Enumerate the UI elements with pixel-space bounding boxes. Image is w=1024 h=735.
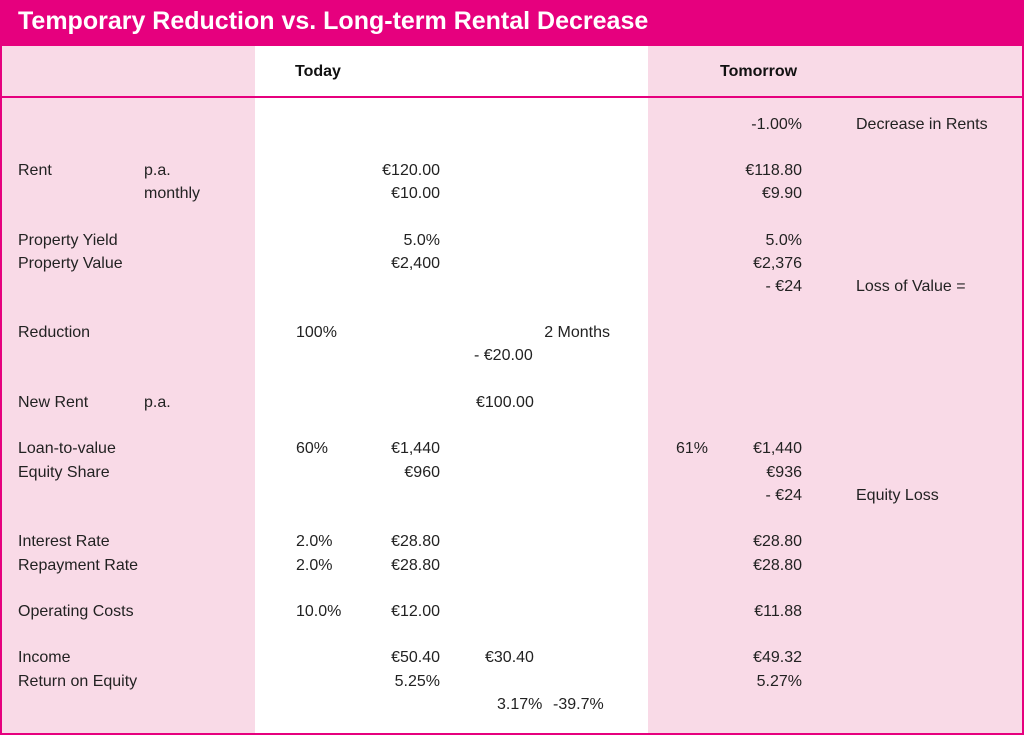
today-opcost-value: €12.00 — [391, 603, 440, 620]
tomorrow-rent-monthly: €9.90 — [761, 185, 802, 202]
rent-monthly-label: monthly — [144, 185, 201, 202]
scenario-roe-change: -39.7% — [553, 696, 604, 713]
scenario-months: 2 Months — [544, 324, 610, 341]
scenario-roe: 3.17% — [497, 696, 543, 713]
property-yield-label: Property Yield — [18, 232, 118, 249]
today-repayment-pct: 2.0% — [296, 557, 333, 574]
rent-label: Rent — [18, 162, 52, 179]
today-rent-pa: €120.00 — [382, 162, 440, 179]
table-title: Temporary Reduction vs. Long-term Rental… — [18, 7, 649, 35]
left-column-background — [2, 46, 255, 733]
tomorrow-header: Tomorrow — [720, 63, 798, 80]
tomorrow-ltv-pct: 61% — [676, 440, 709, 457]
tomorrow-property-value: €2,376 — [753, 255, 802, 272]
today-equity-share: €960 — [404, 464, 440, 481]
equity-share-label: Equity Share — [18, 464, 110, 481]
scenario-income: €30.40 — [485, 649, 534, 666]
today-repayment-value: €28.80 — [391, 557, 440, 574]
tomorrow-value-loss-label: Loss of Value = — [856, 278, 966, 295]
tomorrow-column-background — [648, 46, 1022, 733]
today-column-background — [255, 46, 648, 733]
today-property-value: €2,400 — [391, 255, 440, 272]
today-interest-value: €28.80 — [391, 533, 440, 550]
operating-costs-label: Operating Costs — [18, 603, 134, 620]
tomorrow-opcost-value: €11.88 — [754, 603, 802, 620]
interest-rate-label: Interest Rate — [18, 533, 110, 550]
today-property-yield: 5.0% — [403, 232, 440, 249]
tomorrow-decrease-pct: -1.00% — [751, 116, 802, 133]
loan-to-value-label: Loan-to-value — [18, 440, 116, 457]
scenario-new-rent: €100.00 — [476, 394, 534, 411]
today-return-on-equity: 5.25% — [394, 673, 440, 690]
return-on-equity-label: Return on Equity — [18, 673, 138, 690]
tomorrow-equity-loss-label: Equity Loss — [856, 487, 939, 504]
title-bar: Temporary Reduction vs. Long-term Rental… — [0, 0, 1024, 46]
scenario-reduction-amount: - €20.00 — [474, 347, 533, 364]
tomorrow-ltv-value: €1,440 — [753, 440, 802, 457]
tomorrow-rent-pa: €118.80 — [745, 162, 802, 179]
today-ltv-pct: 60% — [296, 440, 329, 457]
today-header: Today — [295, 63, 341, 80]
reduction-label: Reduction — [18, 324, 91, 341]
income-label: Income — [18, 649, 71, 666]
tomorrow-property-yield: 5.0% — [765, 232, 802, 249]
today-rent-monthly: €10.00 — [391, 185, 440, 202]
tomorrow-return-on-equity: 5.27% — [756, 673, 802, 690]
tomorrow-equity-share: €936 — [766, 464, 802, 481]
tomorrow-value-loss: - €24 — [765, 278, 802, 295]
property-value-label: Property Value — [18, 255, 123, 272]
today-reduction-pct: 100% — [296, 324, 337, 341]
rent-pa-label: p.a. — [144, 162, 171, 179]
today-interest-pct: 2.0% — [296, 533, 333, 550]
header-divider — [2, 96, 1022, 98]
new-rent-label: New Rent — [18, 394, 89, 411]
today-opcost-pct: 10.0% — [296, 603, 342, 620]
tomorrow-repayment-value: €28.80 — [753, 557, 802, 574]
today-ltv-value: €1,440 — [391, 440, 440, 457]
tomorrow-income: €49.32 — [753, 649, 802, 666]
repayment-rate-label: Repayment Rate — [18, 557, 139, 574]
new-rent-pa-label: p.a. — [144, 394, 171, 411]
tomorrow-decrease-label: Decrease in Rents — [856, 116, 988, 133]
today-income: €50.40 — [391, 649, 440, 666]
tomorrow-interest-value: €28.80 — [753, 533, 802, 550]
tomorrow-equity-loss: - €24 — [765, 487, 802, 504]
